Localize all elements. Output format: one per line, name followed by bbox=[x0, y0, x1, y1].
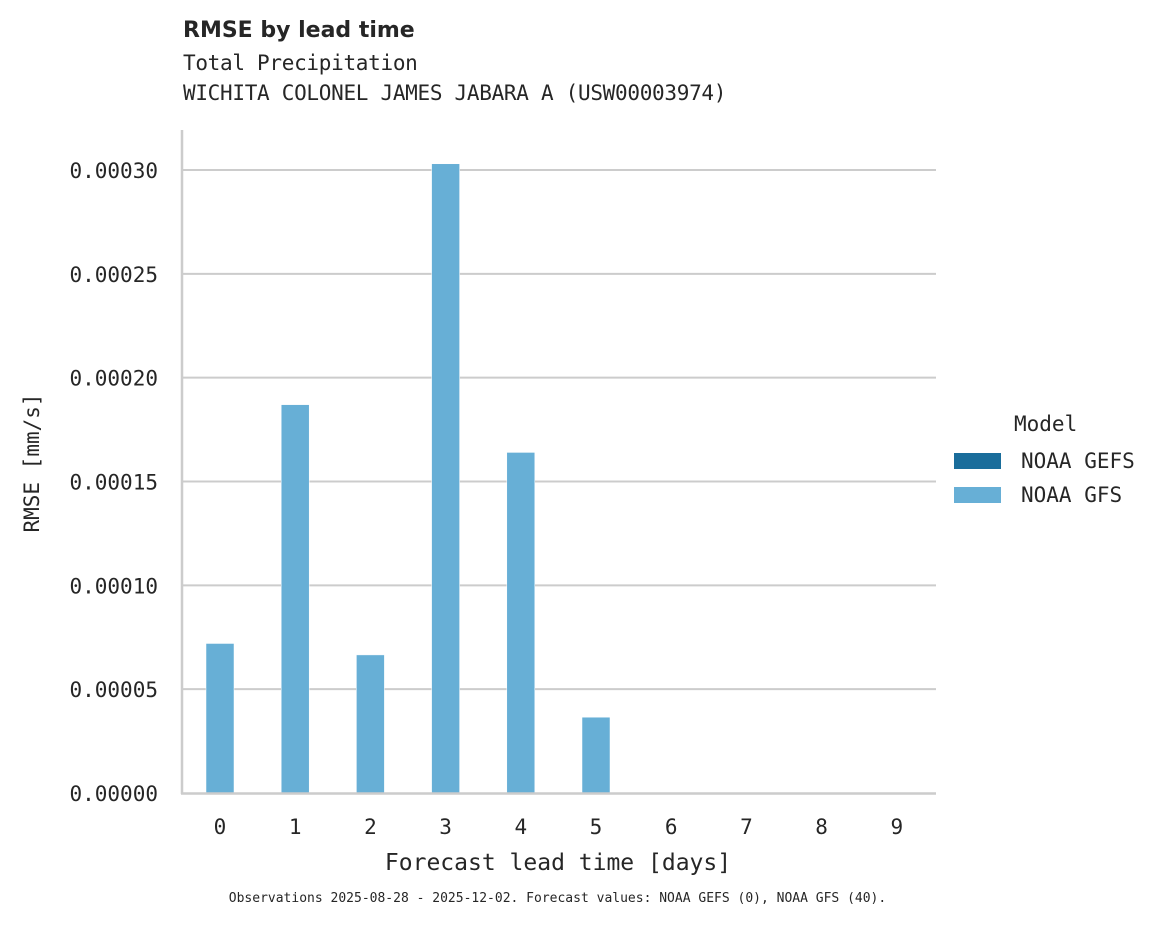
chart-subtitle-station: WICHITA COLONEL JAMES JABARA A (USW00003… bbox=[183, 81, 727, 105]
legend-title: Model bbox=[1014, 412, 1078, 436]
bars bbox=[205, 163, 611, 794]
y-axis-label: RMSE [mm/s] bbox=[20, 393, 44, 532]
legend: Model NOAA GEFS NOAA GFS bbox=[954, 412, 1135, 512]
chart-title: RMSE by lead time bbox=[183, 18, 415, 43]
bar-noaa-gfs-day-4 bbox=[506, 452, 536, 794]
legend-swatch-gefs bbox=[954, 453, 1001, 469]
y-tick-label: 0.00005 bbox=[69, 678, 158, 702]
legend-item-gfs: NOAA GFS bbox=[954, 478, 1135, 512]
y-tick-label: 0.00000 bbox=[69, 782, 158, 806]
x-tick-label: 2 bbox=[364, 815, 377, 839]
bar-noaa-gfs-day-2 bbox=[356, 654, 385, 794]
chart-subtitle-variable: Total Precipitation bbox=[183, 51, 418, 75]
y-tick-label: 0.00025 bbox=[69, 263, 158, 287]
bar-noaa-gfs-day-3 bbox=[431, 163, 460, 794]
footnote: Observations 2025-08-28 - 2025-12-02. Fo… bbox=[228, 891, 887, 906]
y-tick-label: 0.00020 bbox=[69, 367, 158, 391]
x-axis-label: Forecast lead time [days] bbox=[385, 850, 731, 876]
legend-swatch-gfs bbox=[954, 487, 1001, 503]
x-tick-label: 5 bbox=[590, 815, 603, 839]
x-tick-label: 1 bbox=[289, 815, 302, 839]
bar-noaa-gfs-day-5 bbox=[581, 716, 611, 794]
bar-noaa-gfs-day-1 bbox=[280, 404, 310, 794]
y-tick-label: 0.00010 bbox=[69, 574, 158, 598]
legend-label-gefs: NOAA GEFS bbox=[1021, 449, 1135, 473]
legend-label-gfs: NOAA GFS bbox=[1021, 483, 1123, 507]
y-tick-labels: 0.00000 0.00005 0.00010 0.00015 0.00020 0.000… bbox=[69, 159, 158, 806]
x-tick-label: 3 bbox=[439, 815, 452, 839]
x-tick-label: 7 bbox=[740, 815, 753, 839]
x-tick-label: 8 bbox=[815, 815, 828, 839]
x-tick-label: 6 bbox=[665, 815, 678, 839]
x-tick-labels: 0 1 2 3 4 5 6 7 8 9 bbox=[214, 815, 903, 839]
bar-noaa-gfs-day-0 bbox=[205, 643, 235, 794]
x-tick-label: 0 bbox=[214, 815, 227, 839]
legend-item-gefs: NOAA GEFS bbox=[954, 444, 1135, 478]
y-tick-label: 0.00015 bbox=[69, 471, 158, 495]
x-tick-label: 9 bbox=[890, 815, 903, 839]
y-tick-label: 0.00030 bbox=[69, 159, 158, 183]
x-tick-label: 4 bbox=[514, 815, 527, 839]
